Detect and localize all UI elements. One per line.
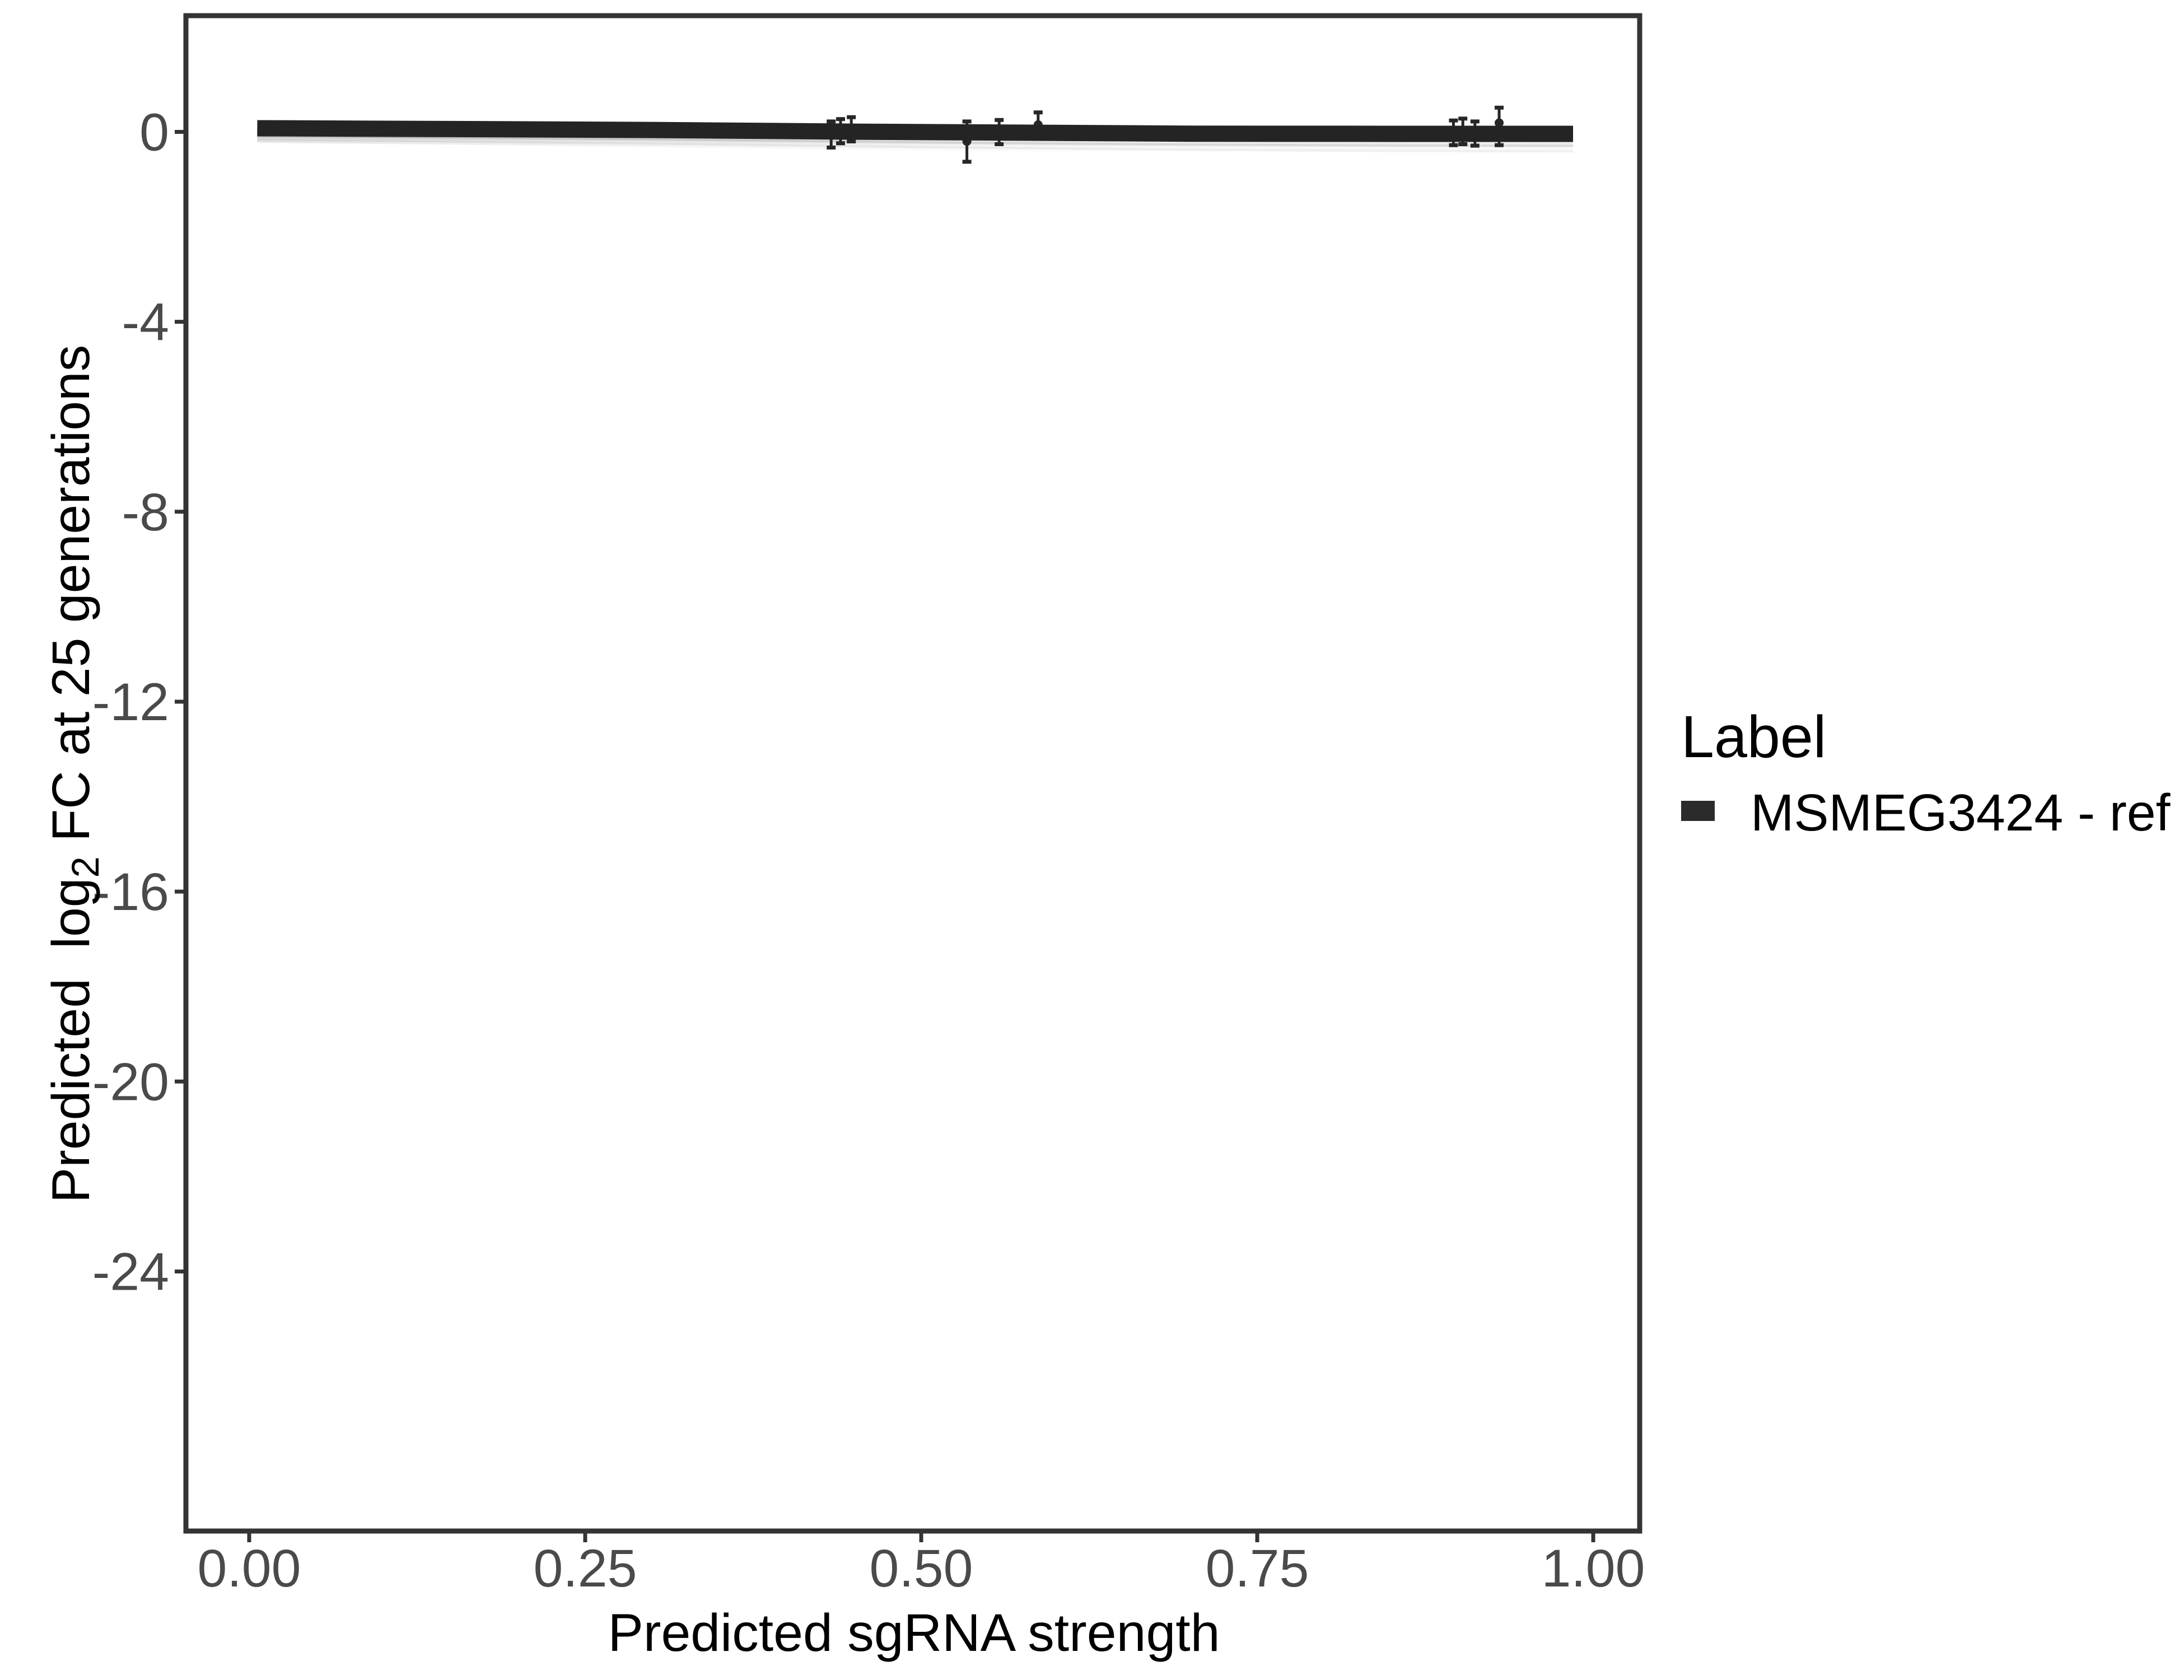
y-tick-label: -20 [92,1052,169,1112]
x-axis-title: Predicted sgRNA strength [608,1603,1220,1663]
x-tick-label: 0.00 [198,1539,301,1598]
y-tick-label: -8 [122,483,169,542]
legend-title: Label [1681,704,1827,770]
y-axis-title-post: FC at 25 generations [41,344,101,857]
y-tick-label: -12 [92,673,169,732]
legend-item: MSMEG3424 - ref [1681,786,2184,865]
x-tick-label: 0.50 [870,1539,973,1598]
y-tick-label: -24 [92,1242,169,1301]
x-tick-label: 1.00 [1542,1539,1645,1598]
trend-line [257,120,1574,142]
y-axis-title: Predicted log2 FC at 25 generations [38,214,108,1334]
data-point [1495,118,1504,128]
y-axis-title-pre: Predicted log [41,878,101,1203]
band-streak [257,138,1574,153]
y-tick-label: -4 [122,293,169,352]
y-axis-title-subscript: 2 [64,856,108,878]
legend-item-label: MSMEG3424 - ref [1751,783,2171,842]
x-tick-label: 0.25 [534,1539,637,1598]
panel-border [183,13,1642,1534]
legend-key-swatch [1681,801,1715,821]
band-streak [257,135,1574,147]
x-tick-label: 0.75 [1206,1539,1309,1598]
y-tick-label: 0 [139,102,169,162]
y-tick-label: -16 [92,862,169,922]
